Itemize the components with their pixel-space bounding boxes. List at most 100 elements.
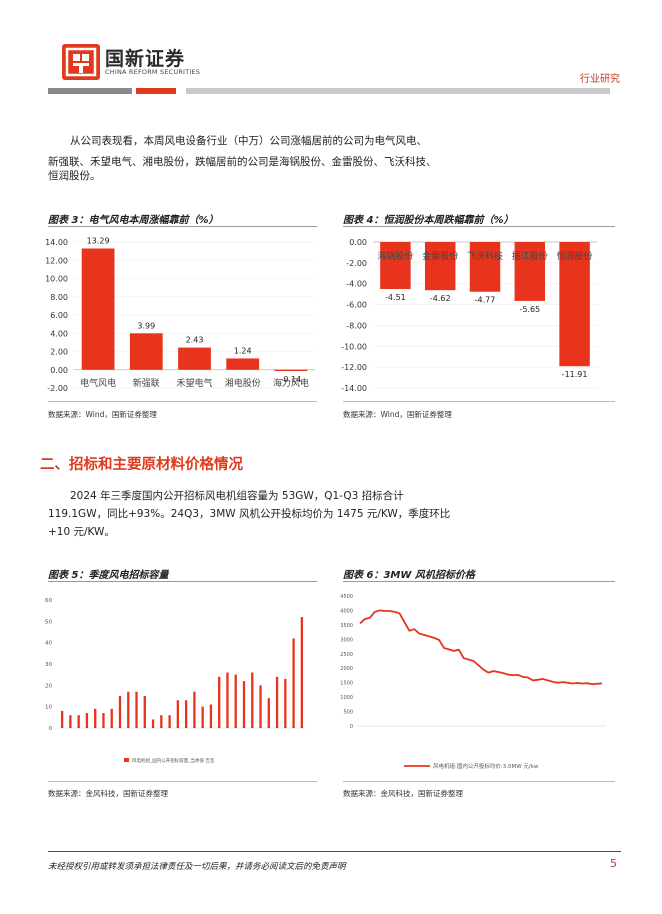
brand-name-en: CHINA REFORM SECURITIES <box>105 68 201 76</box>
data-label: 2.43 <box>186 336 204 345</box>
fig6-source: 数据来源：金风科技，国新证券整理 <box>343 789 463 798</box>
bar <box>168 715 171 728</box>
data-label: 3.99 <box>137 321 155 330</box>
y-tick-label: 1000 <box>340 695 353 701</box>
fig3-source-rule <box>48 401 317 402</box>
category-label: 振江股份 <box>512 250 548 262</box>
footer-rule <box>48 851 621 852</box>
data-label: -4.51 <box>385 293 406 302</box>
y-tick-label: 0.00 <box>349 238 367 247</box>
brand-name: 国新证券 <box>105 48 186 70</box>
bar <box>469 242 501 292</box>
bar <box>135 691 138 728</box>
y-tick-label: -2.00 <box>47 384 68 393</box>
category-label: 飞沃科技 <box>467 250 503 262</box>
bar <box>284 678 287 728</box>
price-line <box>359 609 603 686</box>
category-label: 海力风电 <box>273 377 309 389</box>
category-label: 金雷股份 <box>422 250 458 262</box>
bar <box>380 242 411 290</box>
fig4-source-rule <box>343 401 615 402</box>
y-tick-label: 8.00 <box>50 293 68 302</box>
bar <box>201 706 204 728</box>
bar <box>143 696 146 728</box>
y-tick-label: 10 <box>45 705 52 711</box>
bar <box>184 700 188 728</box>
bar <box>267 698 270 728</box>
bar <box>234 674 237 728</box>
fig3-source: 数据来源：Wind，国新证券整理 <box>48 410 157 419</box>
y-tick-label: 2500 <box>340 652 353 658</box>
bar <box>85 713 89 728</box>
y-tick-label: -2.00 <box>346 259 367 268</box>
y-tick-label: -4.00 <box>346 280 367 289</box>
section-2-line-2: 119.1GW，同比+93%。24Q3，3MW 风机公开投标均价为 1475 元… <box>48 508 451 520</box>
y-tick-label: 20 <box>45 683 52 689</box>
fig6-caption: 图表 6：3MW 风机招标价格 <box>343 570 475 581</box>
section-2-line-3: +10 元/KW。 <box>48 526 115 538</box>
y-tick-label: 3000 <box>340 637 353 643</box>
fig4-caption: 图表 4：恒润股份本周跌幅靠前（%） <box>343 215 514 226</box>
brand-logo-icon <box>62 44 100 80</box>
y-tick-label: 0 <box>49 726 53 732</box>
bar <box>193 691 196 728</box>
fig5-caption: 图表 5：季度风电招标容量 <box>48 570 169 581</box>
bar <box>77 715 80 728</box>
category-label: 电气风电 <box>80 377 116 389</box>
y-tick-label: -8.00 <box>346 321 367 330</box>
bar <box>94 708 97 728</box>
bar <box>151 719 155 728</box>
category-label: 新强联 <box>133 377 160 389</box>
bar <box>226 358 260 370</box>
y-tick-label: 1500 <box>340 681 353 687</box>
fig3-caption: 图表 3：电气风电本周涨幅靠前（%） <box>48 215 219 226</box>
legend-label: 风电机组_国内公开招标容量_当季值 吉瓦 <box>132 757 215 764</box>
y-tick-label: 60 <box>45 598 52 604</box>
category-label: 禾望电气 <box>176 377 212 389</box>
y-tick-label: 50 <box>45 619 52 625</box>
bar <box>251 672 254 728</box>
bar <box>118 696 122 728</box>
bar <box>60 710 64 728</box>
report-type-tag: 行业研究 <box>580 74 620 85</box>
fig5-source: 数据来源：金风科技，国新证券整理 <box>48 789 168 798</box>
bar <box>102 713 105 728</box>
fig3-caption-rule <box>48 226 317 227</box>
page-number: 5 <box>610 857 617 870</box>
data-label: -4.77 <box>475 296 496 305</box>
fig5-source-rule <box>48 781 317 782</box>
data-label: -11.91 <box>562 370 588 379</box>
y-tick-label: 2.00 <box>50 348 68 357</box>
bar <box>424 242 456 291</box>
section-2-line-1: 2024 年三季度国内公开招标风电机组容量为 53GW，Q1-Q3 招标合计 <box>70 490 404 502</box>
fig5-caption-rule <box>48 581 317 582</box>
y-tick-label: -10.00 <box>341 342 367 351</box>
y-tick-label: -12.00 <box>341 363 367 372</box>
y-tick-label: 40 <box>45 641 52 647</box>
bar <box>559 242 590 367</box>
fig3-chart: -2.00 0.00 2.00 4.00 6.00 8.00 10.00 12.00 14.00… <box>45 236 315 393</box>
intro-line-1: 从公司表现看，本周风电设备行业（中万）公司涨幅居前的公司为电气风电、 <box>70 135 427 147</box>
y-tick-label: 0 <box>350 724 353 730</box>
y-tick-label: 4000 <box>340 608 353 614</box>
y-tick-label: 12.00 <box>45 256 68 265</box>
fig6-caption-rule <box>343 581 615 582</box>
y-tick-label: 2000 <box>340 666 353 672</box>
fig5-chart: 0 10 20 30 40 50 60 风电机组_国内公开招标容量_当季值 吉瓦 <box>45 598 306 764</box>
bar <box>129 333 163 370</box>
bar <box>69 715 72 728</box>
data-label: -0.14 <box>281 375 302 384</box>
fig4-caption-rule <box>343 226 615 227</box>
bar <box>300 617 304 728</box>
y-tick-label: 30 <box>45 662 52 668</box>
bar <box>127 691 130 728</box>
header-rule-red <box>136 88 176 94</box>
bar <box>275 676 279 728</box>
legend-swatch <box>124 758 129 762</box>
y-tick-label: 10.00 <box>45 275 68 284</box>
section-2-title: 二、招标和主要原材料价格情况 <box>40 457 243 473</box>
data-label: -5.65 <box>519 305 540 314</box>
footer-disclaimer: 未经授权引用或转发须承担法律责任及一切后果，并请务必阅读文后的免责声明 <box>48 862 346 872</box>
bar <box>218 676 221 728</box>
header-rule-light <box>186 88 610 94</box>
